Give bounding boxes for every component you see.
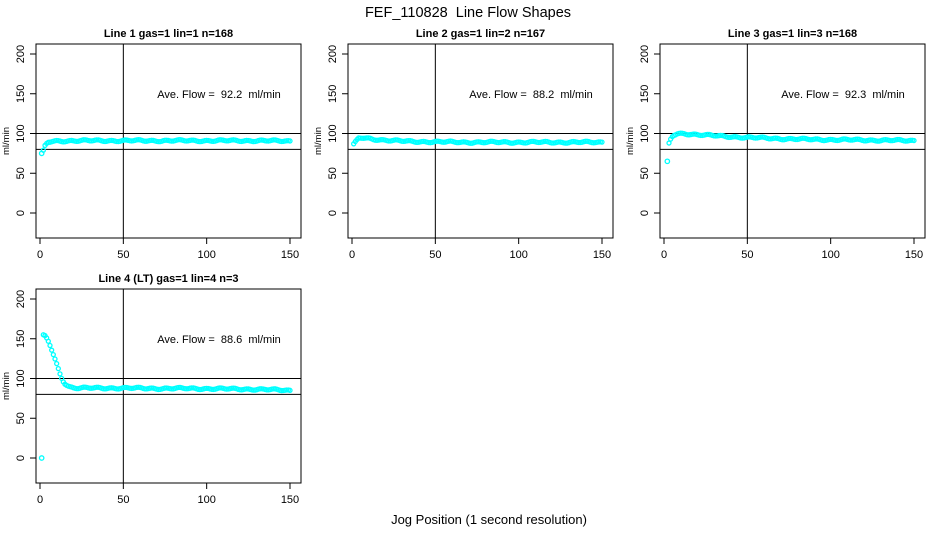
x-tick-label: 150 bbox=[281, 494, 299, 506]
data-point bbox=[50, 351, 56, 358]
data-point bbox=[52, 356, 58, 362]
plot-box bbox=[347, 43, 614, 239]
y-tick-label: 200 bbox=[327, 45, 339, 63]
y-axis-label: ml/min bbox=[1, 127, 12, 155]
panel-title: Line 4 (LT) gas=1 lin=4 n=3 bbox=[98, 273, 238, 285]
x-tick-label: 150 bbox=[281, 249, 299, 261]
data-point bbox=[49, 347, 55, 353]
data-point bbox=[911, 137, 917, 144]
subplot-svg: 0 50 100 150 0 50 100 150 200 ml/min Line 4 (LT) g… bbox=[1, 273, 302, 506]
x-tick-label: 50 bbox=[429, 249, 441, 261]
y-tick-label: 150 bbox=[327, 85, 339, 103]
ave-flow-annotation: Ave. Flow = 88.6 ml/min bbox=[157, 334, 281, 346]
data-point bbox=[45, 338, 51, 344]
outlier-point bbox=[38, 150, 45, 157]
panel-title: Line 2 gas=1 lin=2 n=167 bbox=[416, 28, 545, 40]
data-points bbox=[38, 332, 293, 461]
y-axis-label: ml/min bbox=[1, 372, 12, 400]
y-tick-label: 200 bbox=[15, 45, 27, 63]
data-point bbox=[54, 360, 60, 367]
outlier-point bbox=[664, 158, 671, 165]
subplot-svg: 0 50 100 150 0 50 100 150 200 ml/min Line 2 gas=1 … bbox=[313, 28, 614, 261]
x-tick-label: 100 bbox=[509, 249, 527, 261]
y-tick-label: 50 bbox=[639, 167, 651, 179]
y-tick-label: 50 bbox=[15, 412, 27, 424]
y-tick-label: 150 bbox=[15, 330, 27, 348]
x-tick-label: 150 bbox=[905, 249, 923, 261]
y-tick-label: 100 bbox=[327, 124, 339, 142]
y-tick-label: 50 bbox=[15, 167, 27, 179]
x-tick-label: 0 bbox=[349, 249, 355, 261]
panel-title: Line 1 gas=1 lin=1 n=168 bbox=[104, 28, 233, 40]
figure-title: FEF_110828 Line Flow Shapes bbox=[364, 5, 572, 21]
outlier-point bbox=[38, 455, 45, 461]
data-points bbox=[664, 130, 917, 165]
subplot-line-2: 0 50 100 150 0 50 100 150 200 ml/min Line 2 gas=1 … bbox=[312, 25, 624, 270]
y-tick-label: 100 bbox=[15, 124, 27, 142]
x-tick-label: 100 bbox=[197, 249, 215, 261]
x-tick-label: 50 bbox=[117, 494, 129, 506]
y-tick-label: 0 bbox=[15, 455, 27, 461]
y-tick-label: 0 bbox=[327, 210, 339, 216]
ave-flow-annotation: Ave. Flow = 92.3 ml/min bbox=[781, 89, 905, 101]
panel-title: Line 3 gas=1 lin=3 n=168 bbox=[728, 28, 857, 40]
data-point bbox=[57, 371, 63, 377]
subplot-svg: 0 50 100 150 0 50 100 150 200 ml/min Line 3 gas=1 … bbox=[625, 28, 926, 261]
x-tick-label: 0 bbox=[37, 249, 43, 261]
data-point bbox=[599, 139, 605, 145]
y-tick-label: 150 bbox=[15, 85, 27, 103]
x-tick-label: 50 bbox=[117, 249, 129, 261]
x-tick-label: 50 bbox=[741, 249, 753, 261]
subplot-line-4: 0 50 100 150 0 50 100 150 200 ml/min Line 4 (LT) g… bbox=[0, 270, 312, 515]
subplot-line-1: 0 50 100 150 0 50 100 150 200 ml/min Line 1 gas=1 … bbox=[0, 25, 312, 270]
data-point bbox=[287, 387, 293, 393]
y-tick-label: 50 bbox=[327, 167, 339, 179]
x-tick-label: 0 bbox=[37, 494, 43, 506]
data-points bbox=[38, 136, 293, 157]
x-tick-label: 100 bbox=[197, 494, 215, 506]
plot-box bbox=[35, 43, 302, 239]
data-point bbox=[47, 342, 53, 349]
ave-flow-annotation: Ave. Flow = 88.2 ml/min bbox=[469, 89, 593, 101]
plot-box bbox=[35, 288, 302, 484]
figure-xlabel: Jog Position (1 second resolution) bbox=[391, 512, 587, 527]
data-point bbox=[55, 365, 61, 372]
y-tick-label: 150 bbox=[639, 85, 651, 103]
data-points bbox=[351, 135, 605, 147]
data-point bbox=[287, 138, 293, 144]
y-tick-label: 200 bbox=[15, 290, 27, 308]
y-tick-label: 200 bbox=[639, 45, 651, 63]
x-tick-label: 150 bbox=[593, 249, 611, 261]
y-tick-label: 0 bbox=[639, 210, 651, 216]
subplot-svg: 0 50 100 150 0 50 100 150 200 ml/min Line 1 gas=1 … bbox=[1, 28, 302, 261]
y-tick-label: 0 bbox=[15, 210, 27, 216]
subplot-line-3: 0 50 100 150 0 50 100 150 200 ml/min Line 3 gas=1 … bbox=[624, 25, 936, 270]
y-axis-label: ml/min bbox=[313, 127, 324, 155]
y-axis-label: ml/min bbox=[625, 127, 636, 155]
ave-flow-annotation: Ave. Flow = 92.2 ml/min bbox=[157, 89, 281, 101]
x-tick-label: 100 bbox=[821, 249, 839, 261]
y-tick-label: 100 bbox=[15, 369, 27, 387]
plot-box bbox=[659, 43, 926, 239]
y-tick-label: 100 bbox=[639, 124, 651, 142]
x-tick-label: 0 bbox=[661, 249, 667, 261]
